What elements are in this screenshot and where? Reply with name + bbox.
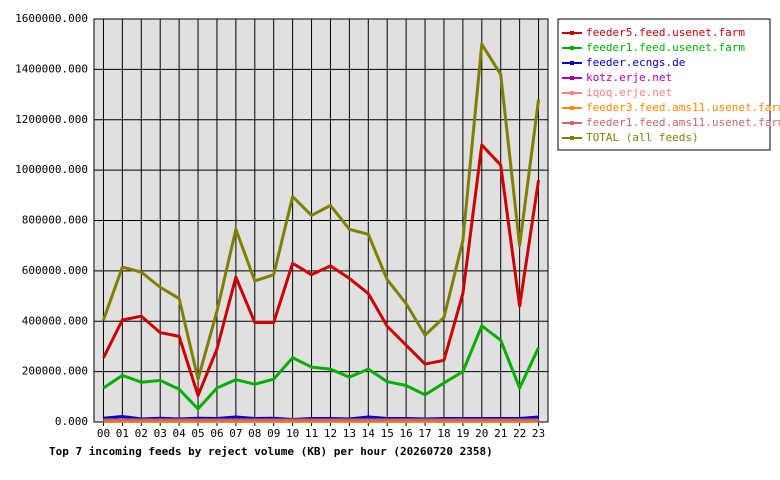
x-tick-label: 03: [154, 427, 167, 440]
legend-marker-dot: [570, 76, 574, 80]
legend-marker-dot: [570, 61, 574, 65]
x-tick-label: 22: [513, 427, 526, 440]
y-tick-label: 1600000.000: [15, 12, 88, 25]
x-tick-label: 11: [305, 427, 318, 440]
y-tick-label: 1000000.000: [15, 163, 88, 176]
legend-marker-dot: [570, 121, 574, 125]
series-line: [102, 143, 541, 398]
x-tick-label: 15: [381, 427, 394, 440]
x-tick-label: 02: [135, 427, 148, 440]
x-tick-label: 16: [400, 427, 413, 440]
series-line: [102, 324, 540, 411]
y-tick-label: 0.000: [55, 415, 88, 428]
y-tick-label: 800000.000: [22, 214, 88, 227]
y-tick-label: 200000.000: [22, 365, 88, 378]
x-tick-label: 09: [267, 427, 280, 440]
legend-label: kotz.erje.net: [586, 71, 672, 84]
x-tick-label: 14: [362, 427, 376, 440]
x-tick-label: 07: [229, 427, 242, 440]
y-tick-label: 1400000.000: [15, 62, 88, 75]
x-tick-label: 21: [494, 427, 507, 440]
legend-label: TOTAL (all feeds): [586, 131, 699, 144]
series-line: [102, 42, 541, 381]
x-tick-label: 19: [456, 427, 469, 440]
legend-box: [557, 18, 771, 151]
x-tick-label: 08: [248, 427, 261, 440]
x-tick-label: 13: [343, 427, 356, 440]
legend-marker-dot: [570, 91, 574, 95]
legend-label: feeder1.feed.ams11.usenet.farm: [586, 116, 780, 129]
x-tick-label: 10: [286, 427, 299, 440]
x-tick-label: 06: [210, 427, 223, 440]
y-tick-label: 400000.000: [22, 314, 88, 327]
legend-marker-dot: [570, 136, 574, 140]
y-tick-label: 600000.000: [22, 264, 88, 277]
chart-title: Top 7 incoming feeds by reject volume (K…: [49, 445, 493, 458]
y-tick-label: 1200000.000: [15, 113, 88, 126]
legend-label: feeder3.feed.ams11.usenet.farm: [586, 101, 780, 114]
x-tick-label: 05: [191, 427, 204, 440]
legend-marker-dot: [570, 31, 574, 35]
x-tick-label: 23: [532, 427, 545, 440]
x-tick-label: 04: [173, 427, 187, 440]
x-tick-label: 17: [418, 427, 431, 440]
legend-label: feeder5.feed.usenet.farm: [586, 26, 745, 39]
legend-marker-dot: [570, 106, 574, 110]
x-tick-label: 20: [475, 427, 488, 440]
legend-label: feeder.ecngs.de: [586, 56, 685, 69]
legend-label: iqoq.erje.net: [586, 86, 672, 99]
x-tick-label: 18: [437, 427, 450, 440]
x-tick-label: 00: [97, 427, 110, 440]
legend-marker-dot: [570, 46, 574, 50]
x-tick-label: 12: [324, 427, 337, 440]
x-tick-label: 01: [116, 427, 129, 440]
legend-label: feeder1.feed.usenet.farm: [586, 41, 745, 54]
